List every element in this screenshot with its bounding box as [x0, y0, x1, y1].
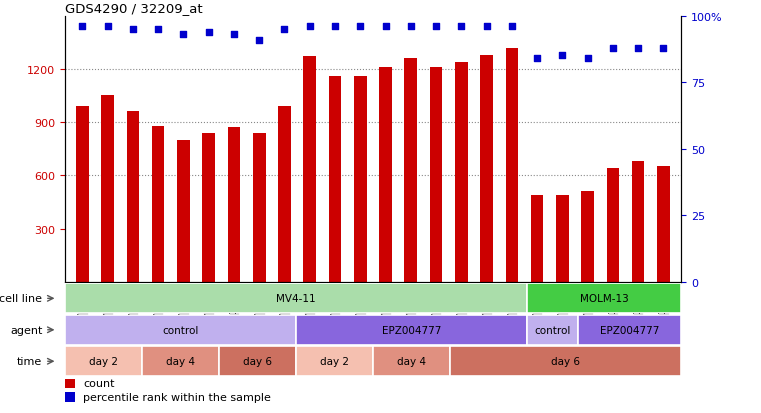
- Text: MV4-11: MV4-11: [276, 294, 316, 304]
- Point: [405, 24, 417, 31]
- Text: EPZ004777: EPZ004777: [382, 325, 441, 335]
- Text: day 2: day 2: [89, 356, 118, 366]
- Bar: [202, 133, 215, 282]
- Point: [632, 45, 645, 52]
- Bar: [126, 112, 139, 282]
- Text: control: control: [534, 325, 571, 335]
- Point: [329, 24, 341, 31]
- Bar: [253, 133, 266, 282]
- Text: GDS4290 / 32209_at: GDS4290 / 32209_at: [65, 2, 202, 15]
- Bar: [76, 107, 89, 282]
- Point: [76, 24, 88, 31]
- Point: [177, 32, 189, 38]
- Point: [279, 26, 291, 33]
- Bar: [296, 347, 373, 376]
- Bar: [101, 96, 114, 282]
- Point: [480, 24, 492, 31]
- Bar: [65, 347, 142, 376]
- Bar: [279, 107, 291, 282]
- Point: [506, 24, 518, 31]
- Text: day 6: day 6: [551, 356, 580, 366]
- Bar: [329, 77, 342, 282]
- Point: [430, 24, 442, 31]
- Bar: [228, 128, 240, 282]
- Point: [304, 24, 316, 31]
- Text: percentile rank within the sample: percentile rank within the sample: [83, 392, 271, 402]
- Bar: [581, 192, 594, 282]
- Point: [202, 29, 215, 36]
- Text: cell line: cell line: [0, 294, 43, 304]
- Point: [152, 26, 164, 33]
- Bar: [657, 167, 670, 282]
- Text: control: control: [162, 325, 199, 335]
- Bar: [219, 347, 296, 376]
- Bar: [430, 68, 442, 282]
- Point: [354, 24, 366, 31]
- Text: time: time: [18, 356, 43, 366]
- Text: MOLM-13: MOLM-13: [580, 294, 629, 304]
- Bar: [530, 195, 543, 282]
- Text: agent: agent: [10, 325, 43, 335]
- Bar: [556, 195, 568, 282]
- Bar: [379, 68, 392, 282]
- Point: [658, 45, 670, 52]
- Text: day 4: day 4: [397, 356, 426, 366]
- Point: [228, 32, 240, 38]
- Bar: [152, 126, 164, 282]
- Bar: [354, 77, 367, 282]
- Bar: [65, 284, 527, 313]
- Bar: [177, 140, 189, 282]
- Bar: [296, 315, 527, 345]
- Text: count: count: [83, 378, 115, 389]
- Bar: [404, 59, 417, 282]
- Bar: [578, 315, 681, 345]
- Bar: [480, 55, 493, 282]
- Text: day 2: day 2: [320, 356, 349, 366]
- Point: [380, 24, 392, 31]
- Bar: [632, 162, 645, 282]
- Point: [581, 56, 594, 62]
- Point: [531, 56, 543, 62]
- Bar: [527, 284, 681, 313]
- Point: [556, 53, 568, 59]
- Text: EPZ004777: EPZ004777: [600, 325, 660, 335]
- Point: [455, 24, 467, 31]
- Point: [101, 24, 113, 31]
- Bar: [607, 169, 619, 282]
- Bar: [527, 315, 578, 345]
- Bar: [505, 48, 518, 282]
- Bar: [142, 347, 219, 376]
- Point: [127, 26, 139, 33]
- Point: [607, 45, 619, 52]
- Bar: [65, 392, 75, 402]
- Bar: [65, 379, 75, 388]
- Text: day 4: day 4: [166, 356, 195, 366]
- Bar: [65, 315, 296, 345]
- Bar: [304, 57, 316, 282]
- Bar: [455, 62, 467, 282]
- Text: day 6: day 6: [243, 356, 272, 366]
- Bar: [373, 347, 450, 376]
- Bar: [450, 347, 681, 376]
- Point: [253, 37, 266, 44]
